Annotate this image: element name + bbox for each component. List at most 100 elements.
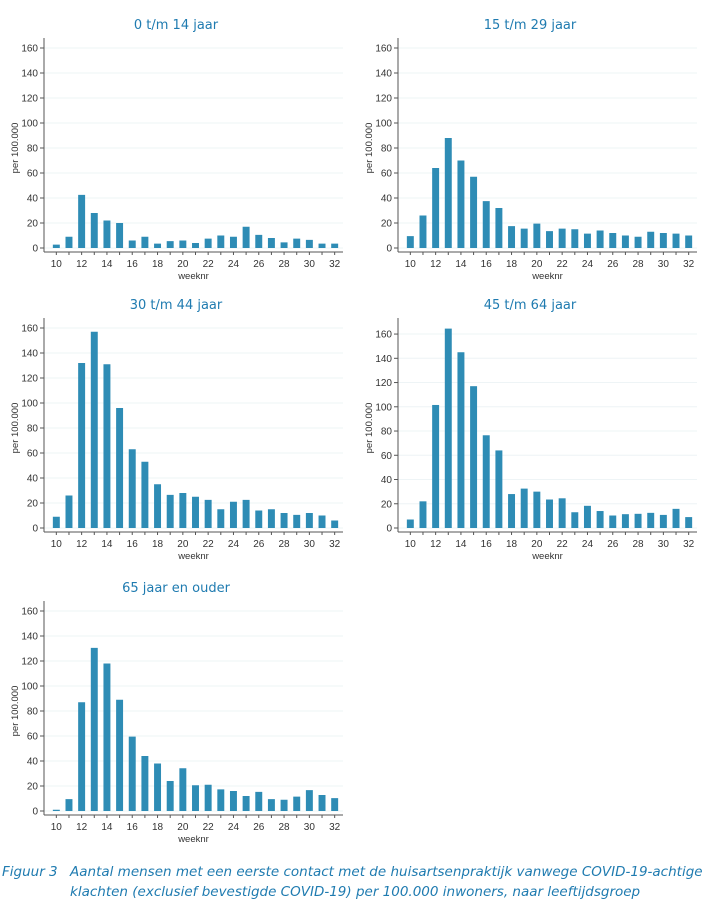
bar-week-12 [432,404,440,528]
x-tick-label: 12 [76,822,88,833]
x-tick-label: 10 [405,259,417,270]
bar-week-22 [558,498,566,528]
x-tick-label: 12 [76,259,88,270]
bar-week-20 [533,223,541,248]
y-tick-label: 80 [381,427,393,438]
bar-week-30 [659,233,667,248]
y-tick-label: 60 [27,449,39,460]
bar-week-18 [508,494,516,528]
y-tick-label: 60 [381,451,393,462]
bar-week-26 [255,510,263,528]
x-tick-label: 20 [531,259,543,270]
y-tick-label: 160 [375,44,392,55]
bar-week-10 [406,236,414,248]
y-tick-label: 140 [21,69,38,80]
y-tick-label: 20 [381,499,393,510]
y-tick-label: 60 [381,169,393,180]
x-tick-label: 18 [152,539,164,550]
x-tick-label: 28 [279,259,291,270]
bar-week-25 [242,226,250,248]
x-tick-label: 30 [658,259,670,270]
x-tick-label: 14 [101,822,113,833]
bar-week-10 [52,516,60,528]
y-tick-label: 120 [375,94,392,105]
y-tick-label: 80 [27,707,39,718]
bar-week-31 [318,243,326,248]
x-tick-label: 26 [607,539,619,550]
bar-week-11 [65,799,73,811]
bar-week-21 [546,231,553,248]
x-tick-label: 10 [405,539,417,550]
bar-week-31 [318,795,326,811]
x-tick-label: 16 [481,539,493,550]
bar-week-19 [520,228,528,248]
bar-week-12 [78,194,86,248]
x-tick-label: 14 [455,259,467,270]
bar-week-25 [242,499,250,528]
x-tick-label: 24 [582,259,594,270]
bar-week-22 [204,784,212,811]
y-tick-label: 0 [32,244,38,255]
bar-week-27 [621,514,629,528]
bar-week-28 [280,513,288,528]
bar-week-16 [128,449,136,528]
bar-week-26 [609,233,617,248]
x-tick-label: 18 [506,259,518,270]
x-axis-label: weeknr [531,551,563,560]
bar-week-20 [179,768,187,811]
bar-week-28 [634,513,642,528]
x-tick-label: 10 [51,822,63,833]
bar-week-21 [192,785,199,811]
x-tick-label: 12 [430,259,442,270]
bar-week-22 [204,238,212,248]
bar-week-30 [305,239,313,248]
y-tick-label: 140 [21,349,38,360]
y-tick-label: 120 [21,657,38,668]
chart-0-14: 0 20 40 60 80 100 120 140 160 10 12 14 16 18 20 22 24 26 2… [10,38,343,280]
caption-text: Aantal mensen met een eerste contact met… [70,864,703,900]
bar-week-17 [495,450,503,528]
bar-week-26 [609,515,617,528]
x-axis-label: weeknr [177,271,209,280]
bar-week-15 [470,176,478,248]
bar-week-28 [280,242,288,248]
bar-week-13 [90,647,98,811]
bar-week-24 [583,233,591,248]
x-tick-label: 22 [557,539,569,550]
y-axis-label: per 100.000 [10,403,21,454]
bar-week-17 [495,208,503,248]
x-tick-label: 22 [203,539,215,550]
x-axis-label: weeknr [177,551,209,560]
y-tick-label: 0 [32,524,38,535]
y-tick-label: 100 [21,682,38,693]
y-tick-label: 160 [375,330,392,341]
y-tick-label: 0 [386,244,392,255]
bar-week-30 [305,790,313,811]
bar-week-11 [65,495,73,528]
x-tick-label: 12 [76,539,88,550]
chart-panel-65-plus: 65 jaar en ouder 0 20 40 60 80 100 120 140 160 10… [0,581,352,861]
bar-week-11 [419,501,427,528]
y-tick-label: 40 [27,757,39,768]
x-tick-label: 32 [329,822,341,833]
x-tick-label: 32 [329,259,341,270]
bar-week-24 [229,791,237,811]
y-axis-label: per 100.000 [10,123,21,174]
y-tick-label: 100 [375,119,392,130]
y-tick-label: 160 [21,44,38,55]
bar-week-13 [90,331,98,528]
chart-panel-0-14: 0 t/m 14 jaar 0 20 40 60 80 100 120 140 160 10 12 1… [0,18,352,298]
bar-week-30 [305,513,313,528]
bar-week-18 [154,763,162,811]
x-tick-label: 14 [455,539,467,550]
x-tick-label: 20 [177,539,189,550]
bar-week-31 [318,515,326,528]
x-tick-label: 26 [607,259,619,270]
y-axis-label: per 100.000 [10,686,21,737]
bar-week-29 [293,796,301,811]
bar-week-21 [192,496,199,528]
bar-week-14 [457,160,465,248]
x-tick-label: 10 [51,539,63,550]
chart-30-44: 0 20 40 60 80 100 120 140 160 10 12 14 16 18 20 22 24 26 2… [10,318,343,560]
bar-week-31 [672,508,680,528]
